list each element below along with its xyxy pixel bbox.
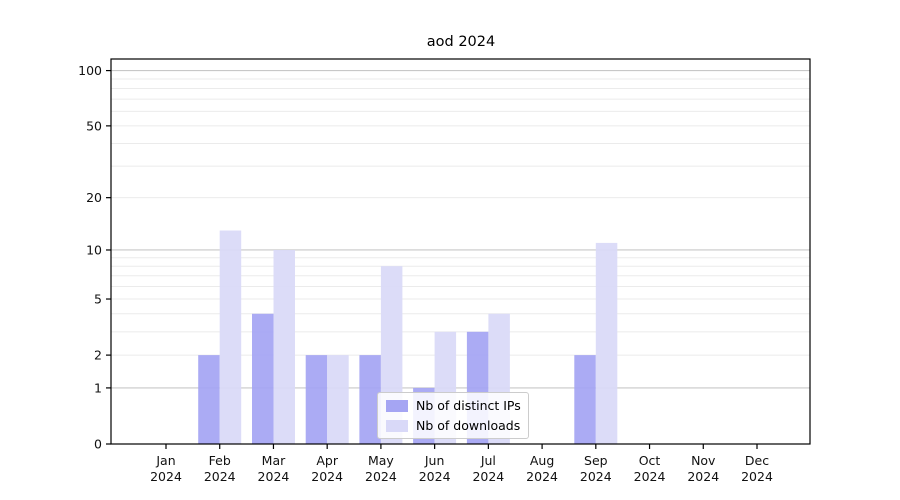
bar-feb-distinct-ips [198,355,220,444]
x-tick-label-month: Apr [316,453,338,468]
bar-sep-distinct-ips [574,355,596,444]
chart-title: aod 2024 [426,34,496,50]
y-tick-label: 1 [94,380,102,395]
legend-item-downloads: Nb of downloads [386,418,520,433]
x-tick-label-year: 2024 [634,469,666,484]
x-tick-label-month: Sep [584,453,608,468]
x-tick-label-month: Jan [155,453,175,468]
y-tick-label: 2 [94,348,102,363]
legend-item-distinct-ips: Nb of distinct IPs [386,398,521,413]
y-tick-label: 20 [86,190,102,205]
y-tick-label: 100 [78,63,102,78]
y-tick-label: 10 [86,243,102,258]
x-tick-label-month: Nov [691,453,716,468]
x-tick-label-year: 2024 [419,469,451,484]
x-tick-label-month: Aug [530,453,554,468]
x-tick-label-year: 2024 [741,469,773,484]
x-tick-label-year: 2024 [472,469,504,484]
legend: Nb of distinct IPs Nb of downloads [377,392,529,439]
x-tick-label-year: 2024 [311,469,343,484]
grid-major [111,70,810,389]
x-tick-label-year: 2024 [580,469,612,484]
x-tick-label-year: 2024 [150,469,182,484]
x-tick-label-year: 2024 [258,469,290,484]
bar-may-distinct-ips [359,355,381,444]
y-tick-label: 50 [86,118,102,133]
legend-swatch-distinct-ips [386,399,408,412]
bar-mar-downloads [273,250,295,444]
bar-apr-distinct-ips [305,355,328,444]
bar-feb-downloads [219,230,242,444]
x-tick-label-year: 2024 [526,469,558,484]
x-tick-label-month: Mar [262,453,286,468]
legend-label-downloads: Nb of downloads [416,418,521,433]
bar-mar-distinct-ips [252,313,274,444]
x-ticks [165,444,758,449]
x-tick-label-month: Jun [424,453,445,468]
legend-swatch-downloads [386,419,408,432]
grid-minor [111,78,810,356]
x-tick-label-year: 2024 [365,469,397,484]
bar-apr-downloads [327,355,349,444]
y-ticks [106,69,111,445]
axis-frame [110,58,811,445]
x-tick-label-month: Jul [480,453,496,468]
x-tick-label-month: Dec [745,453,769,468]
x-tick-label-month: Oct [639,453,661,468]
x-tick-label-year: 2024 [204,469,236,484]
x-tick-label-month: May [368,453,394,468]
y-tick-label: 5 [94,292,102,307]
legend-label-distinct-ips: Nb of distinct IPs [416,398,521,413]
x-tick-label-month: Feb [209,453,231,468]
y-tick-labels: 0 1 2 5 10 20 50 100 [78,63,102,451]
x-tick-labels: Jan2024Feb2024Mar2024Apr2024May2024Jun20… [150,453,773,484]
x-tick-label-year: 2024 [687,469,719,484]
y-tick-label: 0 [94,437,102,452]
bar-sep-downloads [595,242,618,444]
